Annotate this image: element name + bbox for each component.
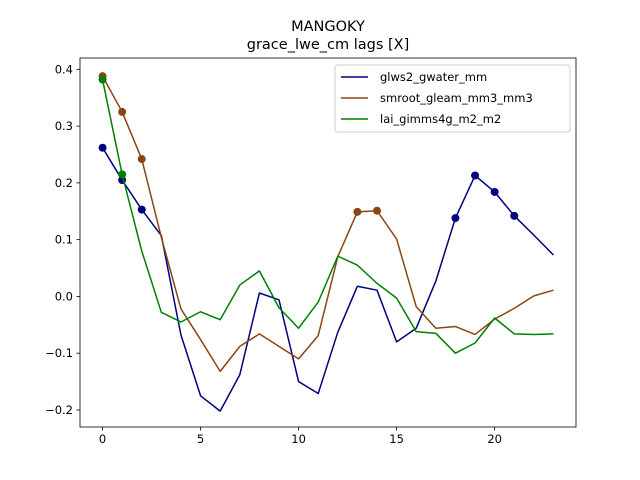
data-point-lai_gimms4g_m2_m2-1 [118,170,127,179]
data-point-smroot_gleam_mm3_mm3-14 [373,206,382,215]
axes-frame [79,57,577,428]
data-point-glws2_gwater_mm-21 [510,211,519,220]
legend-label-smroot_gleam_mm3_mm3: smroot_gleam_mm3_mm3 [380,91,533,105]
x-tick-label: 0 [99,432,106,446]
data-point-lai_gimms4g_m2_m2-0 [98,75,107,84]
legend: glws2_gwater_mm smroot_gleam_mm3_mm3 lai_g… [334,64,571,133]
data-point-smroot_gleam_mm3_mm3-2 [137,155,146,164]
x-tick-label: 5 [197,432,204,446]
series-line-glws2_gwater_mm [101,147,554,412]
y-tick-label: −0.1 [45,346,73,360]
x-tick-label: 15 [389,432,404,446]
y-tick-label: 0.4 [55,62,73,76]
series-layer [98,72,554,412]
y-tick-label: 0.1 [55,233,73,247]
data-point-smroot_gleam_mm3_mm3-1 [118,107,127,116]
y-tick-label: 0.2 [55,176,73,190]
series-line-smroot_gleam_mm3_mm3 [101,75,554,373]
x-tick-label: 10 [291,432,306,446]
data-point-glws2_gwater_mm-2 [137,205,146,214]
data-point-smroot_gleam_mm3_mm3-13 [353,207,362,216]
series-line-lai_gimms4g_m2_m2 [101,79,554,354]
axes-layer: 0 5 10 15 20 −0.2 −0.1 0.0 0.1 0.2 0.3 0.4 [45,57,577,446]
data-point-glws2_gwater_mm-18 [451,214,460,223]
y-tick-label: 0.3 [55,119,73,133]
data-point-glws2_gwater_mm-0 [98,143,107,152]
chart-subtitle: grace_lwe_cm lags [X] [247,37,410,53]
x-tick-label: 20 [487,432,502,446]
data-point-glws2_gwater_mm-20 [490,187,499,196]
legend-label-lai_gimms4g_m2_m2: lai_gimms4g_m2_m2 [380,112,501,126]
y-tick-label: 0.0 [55,289,73,303]
legend-box [334,64,571,133]
y-tick-label: −0.2 [45,403,73,417]
legend-label-glws2_gwater_mm: glws2_gwater_mm [380,70,487,84]
data-point-glws2_gwater_mm-19 [471,171,480,180]
chart-title: MANGOKY [291,19,365,35]
